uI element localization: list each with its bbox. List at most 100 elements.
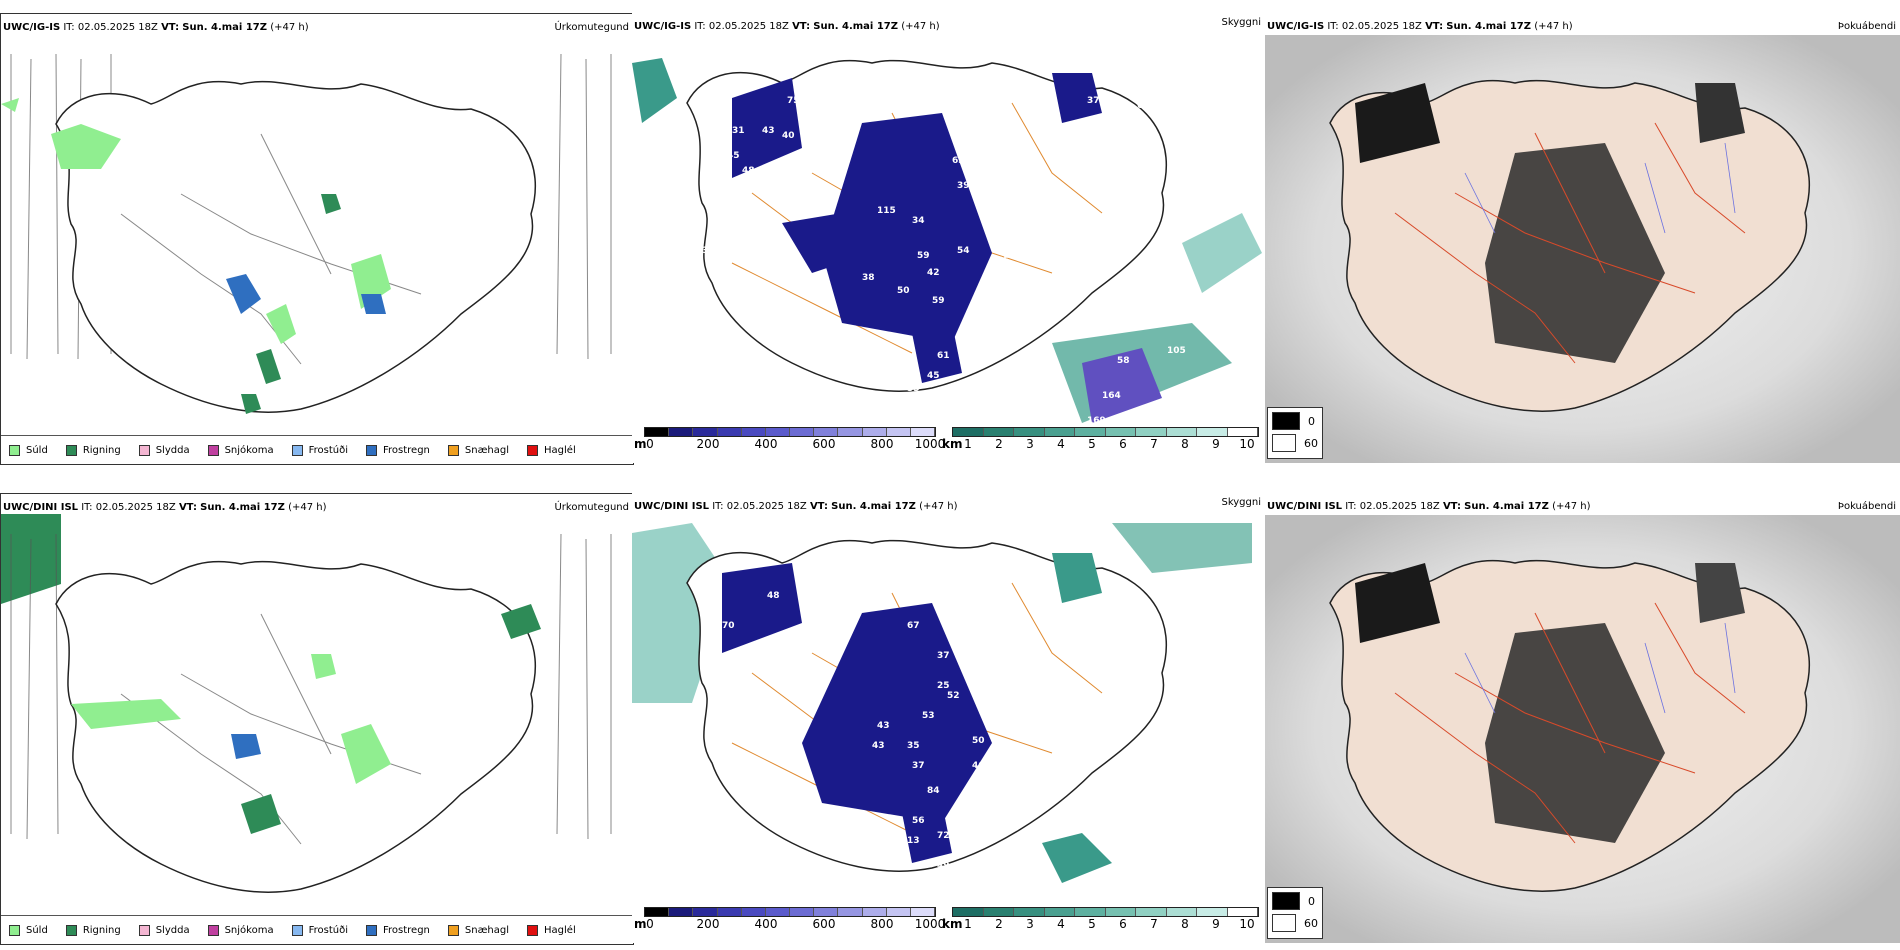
visibility-value-label: 43 (987, 751, 1000, 761)
visibility-value-label: 59 (917, 251, 930, 261)
panel-precip-type-igis: UWC/IG-IS IT: 02.05.2025 18Z VT: Sun. 4.… (0, 13, 634, 465)
visibility-value-label: 104 (1107, 606, 1126, 616)
visibility-value-label: 35 (732, 686, 745, 696)
panel-title: UWC/IG-IS IT: 02.05.2025 18Z VT: Sun. 4.… (3, 22, 309, 33)
visibility-value-label: 53 (1062, 321, 1075, 331)
panel-variable-label: Þokuábendi (1837, 21, 1896, 32)
visibility-value-label: 34 (912, 216, 925, 226)
precip-legend: Súld Rigning Slydda Snjókoma Frostúði Fr… (1, 435, 633, 464)
legend-item: Snæhagl (447, 444, 509, 456)
visibility-value-label: 12 (797, 561, 810, 571)
height-colorbar: m 0 200 400 600 800 1000 (634, 907, 945, 937)
panel-precip-type-dini: UWC/DINI ISL IT: 02.05.2025 18Z VT: Sun.… (0, 493, 634, 945)
visibility-value-label: 61 (937, 351, 950, 361)
visibility-value-label: 169 (1087, 416, 1106, 423)
visibility-value-label: 67 (907, 621, 920, 631)
visibility-value-label: 72 (937, 831, 950, 841)
visibility-value-label: 49 (937, 861, 950, 871)
visibility-value-label: 43 (872, 741, 885, 751)
legend-item: Slydda (138, 924, 190, 936)
panel-variable-label: Úrkomutegund (554, 502, 629, 513)
visibility-value-label: 37 (937, 391, 950, 401)
legend-item: Frostúði (291, 444, 348, 456)
panel-variable-label: Þokuábendi (1837, 501, 1896, 512)
visibility-value-label: 164 (1102, 391, 1121, 401)
visibility-value-label: 31 (707, 706, 720, 716)
visibility-value-label: 35 (997, 256, 1010, 266)
visibility-colorbar: km 1 2 3 4 5 6 7 8 9 10 (942, 427, 1262, 457)
panel-title: UWC/IG-IS IT: 02.05.2025 18Z VT: Sun. 4.… (1267, 21, 1573, 32)
legend-item: Frostregn (366, 924, 430, 936)
visibility-value-label: 37 (997, 686, 1010, 696)
precip-legend: Súld Rigning Slydda Snjókoma Frostúði Fr… (1, 915, 633, 944)
panel-variable-label: Skyggni (1221, 17, 1261, 28)
visibility-value-label: 35 (907, 741, 920, 751)
panel-title: UWC/DINI ISL IT: 02.05.2025 18Z VT: Sun.… (3, 502, 327, 513)
visibility-value-label: 25 (937, 681, 950, 691)
visibility-value-label: 37 (912, 761, 925, 771)
visibility-value-label: 58 (1117, 356, 1130, 366)
panel-title: UWC/DINI ISL IT: 02.05.2025 18Z VT: Sun.… (1267, 501, 1591, 512)
visibility-value-label: 37 (937, 651, 950, 661)
legend-item: Snæhagl (447, 924, 509, 936)
visibility-value-label: 84 (927, 786, 940, 796)
visibility-value-label: 45 (927, 371, 940, 381)
panel-visibility-dini: UWC/DINI ISL IT: 02.05.2025 18Z VT: Sun.… (632, 493, 1265, 943)
panel-title: UWC/IG-IS IT: 02.05.2025 18Z VT: Sun. 4.… (634, 21, 940, 32)
visibility-value-label: 61 (1102, 116, 1115, 126)
visibility-value-label: 67 (1137, 101, 1150, 111)
legend-item: Haglél (527, 924, 576, 936)
visibility-value-label: 40 (727, 241, 740, 251)
panel-title: UWC/DINI ISL IT: 02.05.2025 18Z VT: Sun.… (634, 501, 958, 512)
legend-item: Rigning (65, 444, 121, 456)
fog-index-map (1265, 35, 1900, 463)
visibility-value-label: 53 (922, 711, 935, 721)
legend-item: Slydda (138, 444, 190, 456)
visibility-value-label: 48 (767, 591, 780, 601)
panel-variable-label: Skyggni (1221, 497, 1261, 508)
visibility-value-label: 75 (787, 96, 800, 106)
visibility-value-label: 46 (972, 761, 985, 771)
visibility-value-label: 69 (757, 241, 770, 251)
visibility-value-label: 105 (1167, 346, 1186, 356)
visibility-value-label: 43 (1062, 731, 1075, 741)
legend-item: Rigning (65, 924, 121, 936)
visibility-value-label: 55 (907, 384, 920, 394)
visibility-value-label: 45 (727, 151, 740, 161)
fog-legend: 0 60 (1267, 887, 1323, 939)
visibility-value-label: 67 (1102, 216, 1115, 226)
legend-item: Frostregn (366, 444, 430, 456)
panel-variable-label: Úrkomutegund (554, 22, 629, 33)
visibility-value-label: 43 (877, 721, 890, 731)
visibility-colorbar: km 1 2 3 4 5 6 7 8 9 10 (942, 907, 1262, 937)
visibility-value-label: 39 (957, 181, 970, 191)
visibility-value-label: 58 (742, 541, 755, 551)
precip-map (1, 53, 612, 414)
visibility-value-label: 65 (937, 601, 950, 611)
visibility-value-label: 115 (877, 206, 896, 216)
panel-visibility-igis: UWC/IG-IS IT: 02.05.2025 18Z VT: Sun. 4.… (632, 13, 1265, 463)
visibility-value-label: 52 (947, 691, 960, 701)
visibility-value-label: 40 (782, 131, 795, 141)
visibility-value-label: 44 (997, 306, 1010, 316)
visibility-value-label: 43 (997, 276, 1010, 286)
height-colorbar: m 0 200 400 600 800 1000 (634, 427, 945, 457)
visibility-value-label: 87 (1107, 671, 1120, 681)
visibility-value-label: 59 (932, 296, 945, 306)
visibility-value-label: 105 (797, 591, 816, 601)
visibility-value-label: 43 (762, 126, 775, 136)
precip-map (1, 514, 612, 893)
visibility-value-label: 65 (702, 616, 715, 626)
panel-fog-index-igis: UWC/IG-IS IT: 02.05.2025 18Z VT: Sun. 4.… (1265, 13, 1900, 463)
legend-item: Súld (9, 444, 48, 456)
visibility-value-label: 72 (717, 168, 730, 178)
visibility-value-label: 50 (897, 286, 910, 296)
legend-item: Snjókoma (207, 924, 274, 936)
visibility-value-label: 57 (972, 681, 985, 691)
legend-item: Frostúði (291, 924, 348, 936)
fog-legend: 0 60 (1267, 407, 1323, 459)
